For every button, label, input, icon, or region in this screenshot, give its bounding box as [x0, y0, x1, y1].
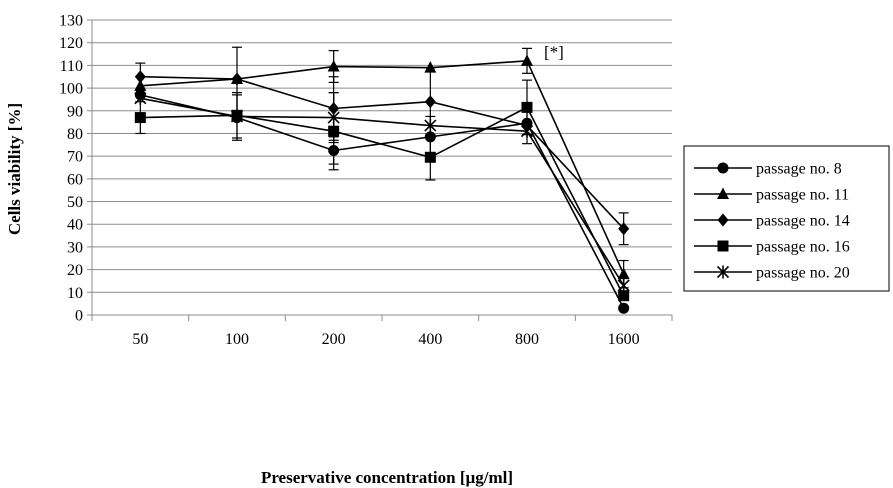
series-lines — [140, 60, 625, 309]
y-tick-label: 20 — [67, 262, 83, 279]
series-passage-no-11-point — [617, 267, 630, 280]
legend-marker — [717, 187, 729, 199]
series-passage-no-16-line — [140, 106, 625, 297]
series-passage-no-14-point — [134, 70, 146, 84]
series-passage-no-8-point — [328, 144, 340, 156]
legend-label: passage no. 20 — [756, 265, 850, 282]
y-tick-label: 10 — [67, 285, 83, 302]
series-passage-no-20-point — [617, 279, 630, 292]
legend-entry: passage no. 11 — [694, 187, 849, 204]
y-tick-label: 50 — [67, 194, 83, 211]
x-tick-label: 800 — [515, 331, 539, 348]
legend-entry: passage no. 14 — [694, 213, 850, 230]
gridlines — [92, 19, 672, 293]
y-tick-label: 30 — [67, 239, 83, 256]
legend-label: passage no. 14 — [756, 213, 850, 230]
series-passage-no-14-point — [231, 72, 243, 86]
series-passage-no-14-point — [424, 95, 436, 109]
y-tick-label: 130 — [59, 13, 83, 30]
legend-label: passage no. 16 — [756, 239, 850, 256]
series-passage-no-16-point — [521, 101, 533, 113]
series-passage-no-20-point — [520, 124, 534, 138]
legend-marker — [717, 213, 729, 227]
y-tick-label: 120 — [59, 35, 83, 52]
x-axis-title: Preservative concentration [µg/ml] — [261, 468, 513, 487]
y-tick-label: 60 — [67, 171, 83, 188]
series-passage-no-14-point — [618, 222, 630, 236]
series-passage-no-16-point — [328, 125, 340, 137]
y-tick-label: 70 — [67, 149, 83, 166]
series-passage-no-20-point — [424, 119, 437, 133]
series-passage-no-16-point — [424, 151, 436, 163]
annotation-label: [*] — [544, 42, 564, 61]
series-passage-no-11-line — [140, 60, 625, 275]
y-tick-labels: 0 10 20 30 40 50 60 70 80 90 100 110 120 130 — [59, 13, 83, 325]
legend-marker — [716, 265, 730, 279]
series-passage-no-16-point — [618, 290, 630, 302]
y-axis-title: Cells viability [%] — [5, 103, 24, 235]
series-passage-no-20-line — [140, 97, 625, 286]
error-bars — [135, 46, 629, 289]
y-tick-label: 0 — [75, 308, 83, 325]
legend-entry: passage no. 20 — [694, 265, 850, 282]
axes — [87, 19, 673, 321]
series-passage-no-8-point — [618, 302, 630, 314]
legend-entry: passage no. 16 — [694, 239, 850, 256]
y-tick-label: 110 — [60, 58, 83, 75]
series-passage-no-11-point — [521, 54, 533, 66]
x-tick-labels: 50 100 200 400 800 1600 — [132, 331, 639, 348]
annotations: [*] — [544, 42, 564, 61]
series-passage-no-11-point — [424, 61, 437, 73]
legend-label: passage no. 8 — [756, 161, 842, 178]
series-passage-no-11-point — [134, 79, 147, 91]
y-tick-label: 100 — [59, 81, 83, 98]
series-passage-no-20-point — [327, 111, 340, 125]
x-tick-label: 200 — [322, 331, 346, 348]
legend-label: passage no. 11 — [756, 187, 849, 204]
legend-marker — [717, 240, 729, 252]
x-tick-label: 50 — [132, 331, 148, 348]
legend: passage no. 8 passage no. 11 passage no. 1… — [683, 145, 890, 292]
series-passage-no-14-point — [328, 102, 340, 115]
x-tick-label: 400 — [418, 331, 442, 348]
x-tick-label: 1600 — [608, 331, 640, 348]
series-passage-no-11-point — [327, 60, 340, 72]
series-passage-no-20-point — [134, 91, 147, 105]
data-point-markers — [134, 54, 630, 314]
series-passage-no-20-point — [230, 109, 244, 123]
y-tick-label: 90 — [67, 103, 83, 120]
legend-marker — [717, 162, 729, 174]
series-passage-no-14-line — [140, 75, 625, 230]
series-passage-no-16-point — [134, 112, 146, 124]
series-passage-no-8-point — [424, 131, 436, 143]
y-tick-label: 80 — [67, 126, 83, 143]
y-tick-label: 40 — [67, 217, 83, 234]
x-tick-label: 100 — [225, 331, 249, 348]
legend-entry: passage no. 8 — [694, 161, 842, 178]
